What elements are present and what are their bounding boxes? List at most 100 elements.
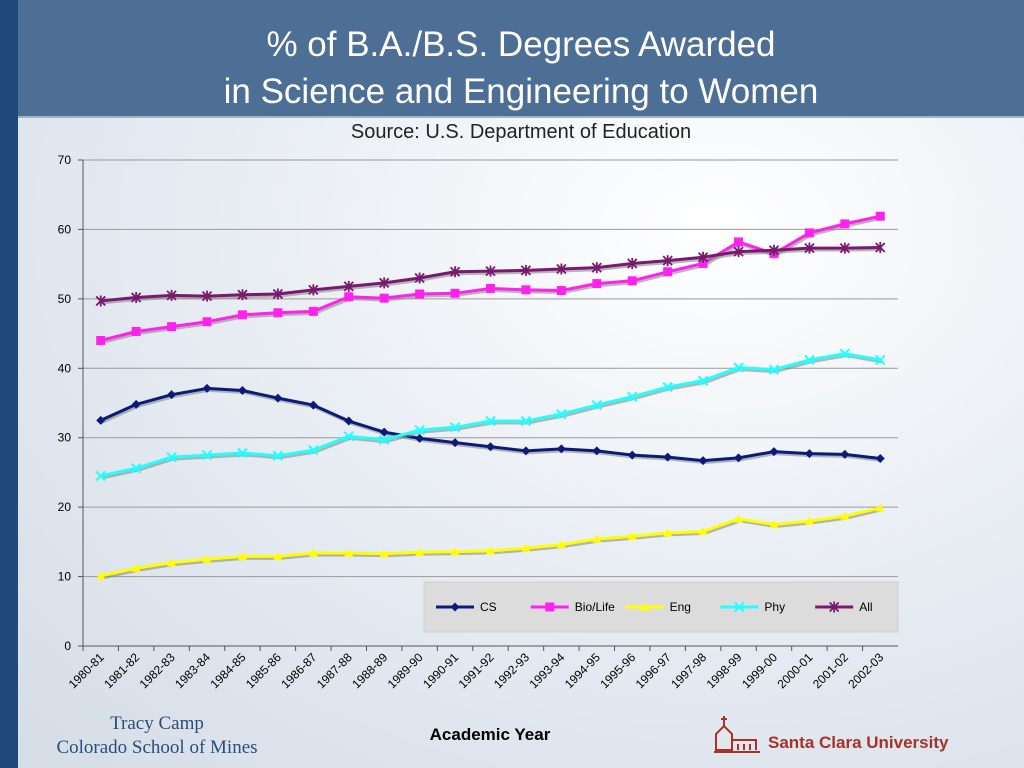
legend-marker — [640, 602, 650, 611]
data-point — [131, 399, 141, 409]
data-point — [840, 219, 850, 229]
data-point — [734, 514, 744, 523]
data-point — [627, 391, 638, 402]
series-eng — [96, 503, 885, 580]
data-point — [449, 266, 461, 278]
data-point — [697, 375, 709, 386]
data-point — [344, 548, 354, 557]
data-point — [344, 292, 354, 302]
data-point — [166, 289, 177, 301]
data-point — [697, 251, 709, 263]
legend-item: All — [815, 600, 873, 614]
data-point — [167, 558, 177, 567]
slide-title-line-1: % of B.A./B.S. Degrees Awarded — [266, 25, 776, 64]
data-point — [875, 454, 885, 464]
y-tick-label: 50 — [58, 292, 72, 306]
series-cs — [96, 383, 885, 466]
data-point — [556, 444, 566, 454]
data-point — [415, 547, 425, 556]
data-point — [167, 322, 177, 332]
data-point — [698, 258, 708, 268]
legend-label: Bio/Life — [575, 600, 615, 614]
x-tick-label: 1981-82 — [101, 650, 142, 691]
data-point — [95, 295, 106, 307]
legend-label: CS — [480, 600, 497, 614]
data-point — [273, 551, 283, 561]
data-point — [698, 456, 708, 466]
x-tick-label: 1998-99 — [704, 650, 745, 691]
data-point — [415, 289, 425, 299]
data-point — [343, 280, 354, 292]
data-point — [556, 263, 567, 275]
data-point — [237, 551, 247, 561]
data-point — [379, 293, 389, 303]
data-point — [627, 276, 637, 286]
data-point — [839, 348, 851, 359]
x-tick-label: 2000-01 — [774, 650, 815, 691]
data-point — [449, 422, 461, 433]
author-name: Tracy Camp — [110, 713, 204, 734]
santa-clara-logo-text: Santa Clara University — [768, 733, 949, 752]
data-point — [485, 415, 496, 427]
y-tick-label: 40 — [58, 361, 72, 375]
y-tick-label: 0 — [64, 639, 71, 653]
data-point — [804, 354, 815, 366]
data-point — [130, 463, 142, 474]
data-point — [272, 450, 284, 461]
data-point — [308, 284, 319, 296]
data-point — [768, 364, 780, 375]
data-point — [166, 451, 177, 463]
x-tick-label: 1993-94 — [526, 650, 567, 691]
series-phy — [95, 348, 886, 482]
data-point — [202, 383, 212, 393]
data-point — [521, 285, 531, 295]
x-tick-label: 1996-97 — [633, 650, 674, 691]
legend-item: CS — [436, 600, 497, 614]
y-tick-label: 70 — [58, 153, 72, 167]
x-tick-label: 1985-86 — [243, 650, 284, 691]
y-tick-label: 60 — [58, 222, 72, 236]
data-point — [308, 445, 319, 456]
data-point — [272, 288, 284, 300]
data-point — [592, 534, 602, 543]
data-point — [486, 283, 495, 293]
series-all — [95, 241, 886, 307]
data-point — [450, 288, 460, 298]
data-point — [237, 386, 247, 396]
legend-label: Eng — [670, 600, 691, 614]
x-tick-label: 1992-93 — [491, 650, 532, 691]
data-point — [308, 306, 318, 316]
data-point — [131, 563, 141, 572]
data-point — [131, 326, 141, 336]
legend-marker — [829, 601, 840, 613]
data-point — [804, 449, 814, 459]
footer-credit: Tracy Camp Colorado School of Mines — [18, 712, 296, 760]
data-point — [202, 317, 212, 327]
x-axis-label: Academic Year — [430, 725, 551, 744]
data-point — [414, 272, 425, 284]
data-point — [804, 516, 814, 525]
data-point — [591, 399, 603, 411]
data-point — [96, 571, 106, 580]
data-point — [521, 446, 531, 456]
data-point — [663, 452, 673, 462]
data-point — [663, 528, 673, 537]
legend-item: Bio/Life — [530, 600, 615, 614]
chart-series — [95, 211, 886, 580]
data-point — [486, 546, 495, 555]
x-tick-label: 1980-81 — [66, 650, 107, 691]
data-point — [663, 267, 673, 277]
data-point — [804, 242, 815, 254]
x-tick-label: 1989-90 — [385, 650, 426, 691]
data-point — [202, 554, 212, 563]
legend-item: Phy — [720, 600, 785, 614]
title-divider — [18, 116, 1024, 118]
data-point — [521, 543, 531, 552]
data-point — [698, 526, 708, 536]
y-tick-label: 10 — [58, 570, 72, 584]
chart-gridlines — [83, 159, 898, 578]
y-axis-ticks: 0 10 20 30 40 50 60 70 — [58, 153, 83, 653]
data-point — [273, 308, 283, 318]
data-point — [414, 424, 425, 436]
data-point — [769, 447, 779, 457]
